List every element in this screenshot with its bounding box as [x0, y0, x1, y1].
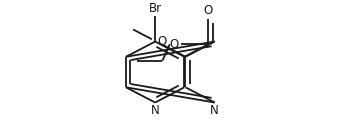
Text: N: N	[210, 104, 219, 117]
Text: O: O	[169, 38, 179, 51]
Text: O: O	[204, 4, 213, 17]
Text: Br: Br	[149, 2, 162, 15]
Text: O: O	[157, 35, 166, 48]
Text: N: N	[151, 104, 160, 117]
